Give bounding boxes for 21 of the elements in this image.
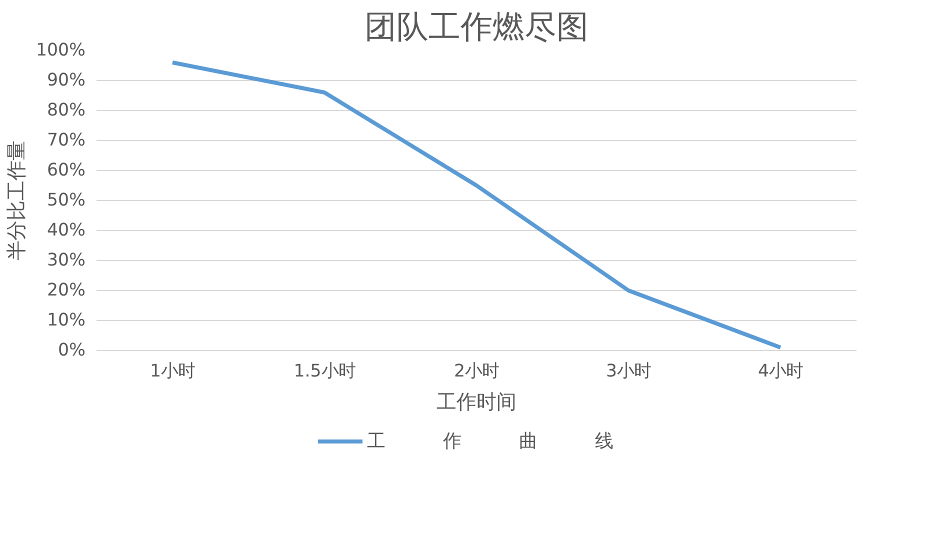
y-tick-label: 90% bbox=[46, 70, 86, 90]
line-series bbox=[170, 60, 782, 350]
y-tick-label: 100% bbox=[36, 40, 86, 60]
y-tick-label: 0% bbox=[58, 340, 86, 360]
y-tick-label: 70% bbox=[46, 130, 86, 150]
x-tick-label: 3小时 bbox=[606, 362, 652, 382]
legend-label: 工 作 曲 线 bbox=[367, 430, 614, 454]
y-tick-label: 40% bbox=[46, 220, 86, 240]
y-tick-label: 60% bbox=[46, 160, 86, 180]
y-tick-label: 20% bbox=[46, 280, 86, 300]
y-tick-label: 80% bbox=[46, 100, 86, 120]
x-tick-label: 1.5小时 bbox=[294, 362, 356, 382]
x-tick-label: 4小时 bbox=[758, 362, 804, 382]
chart-title: 团队工作燃尽图 bbox=[364, 8, 588, 46]
y-tick-label: 30% bbox=[46, 250, 86, 270]
x-axis-title: 工作时间 bbox=[436, 390, 516, 414]
y-tick-label: 50% bbox=[46, 190, 86, 210]
x-tick-label: 2小时 bbox=[454, 362, 500, 382]
x-tick-label: 1小时 bbox=[150, 362, 196, 382]
y-tick-label: 10% bbox=[46, 310, 86, 330]
y-axis-title: 半分比工作量 bbox=[4, 140, 28, 260]
